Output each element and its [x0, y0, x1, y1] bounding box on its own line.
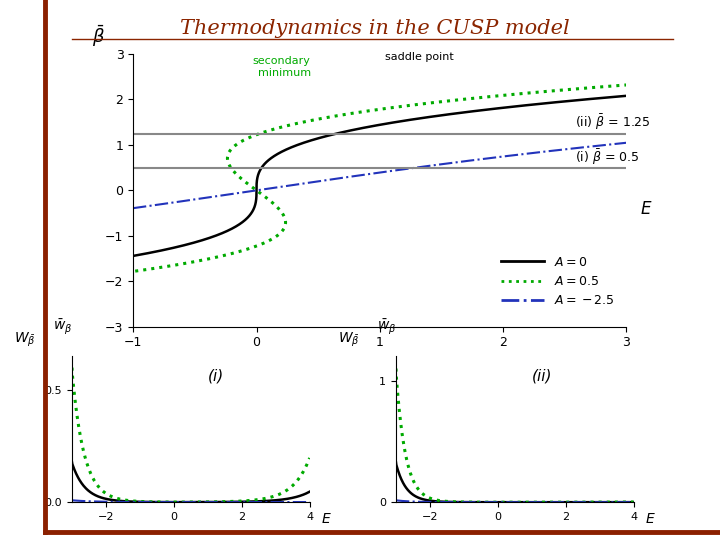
Text: (ii): (ii) — [531, 368, 552, 383]
Y-axis label: $\bar{\beta}$: $\bar{\beta}$ — [92, 23, 105, 49]
Text: (i): (i) — [207, 368, 224, 383]
X-axis label: $E$: $E$ — [645, 512, 656, 526]
Y-axis label: $W_{\bar{\beta}}$: $W_{\bar{\beta}}$ — [14, 331, 35, 349]
X-axis label: $E$: $E$ — [321, 512, 332, 526]
Text: $\bar{w}_{\beta}$: $\bar{w}_{\beta}$ — [377, 318, 396, 336]
Text: secondary
minimum: secondary minimum — [253, 56, 311, 78]
X-axis label: $E$: $E$ — [640, 200, 652, 218]
Y-axis label: $W_{\bar{\beta}}$: $W_{\bar{\beta}}$ — [338, 331, 359, 349]
Text: (i) $\bar{\beta}$ = 0.5: (i) $\bar{\beta}$ = 0.5 — [575, 147, 639, 167]
Legend: $A = 0$, $A = 0.5$, $A = -2.5$: $A = 0$, $A = 0.5$, $A = -2.5$ — [495, 251, 620, 312]
Text: saddle point: saddle point — [384, 52, 454, 62]
Text: $\bar{w}_{\beta}$: $\bar{w}_{\beta}$ — [53, 318, 72, 336]
Text: (ii) $\bar{\beta}$ = 1.25: (ii) $\bar{\beta}$ = 1.25 — [575, 112, 650, 132]
Text: Thermodynamics in the CUSP model: Thermodynamics in the CUSP model — [179, 19, 570, 38]
